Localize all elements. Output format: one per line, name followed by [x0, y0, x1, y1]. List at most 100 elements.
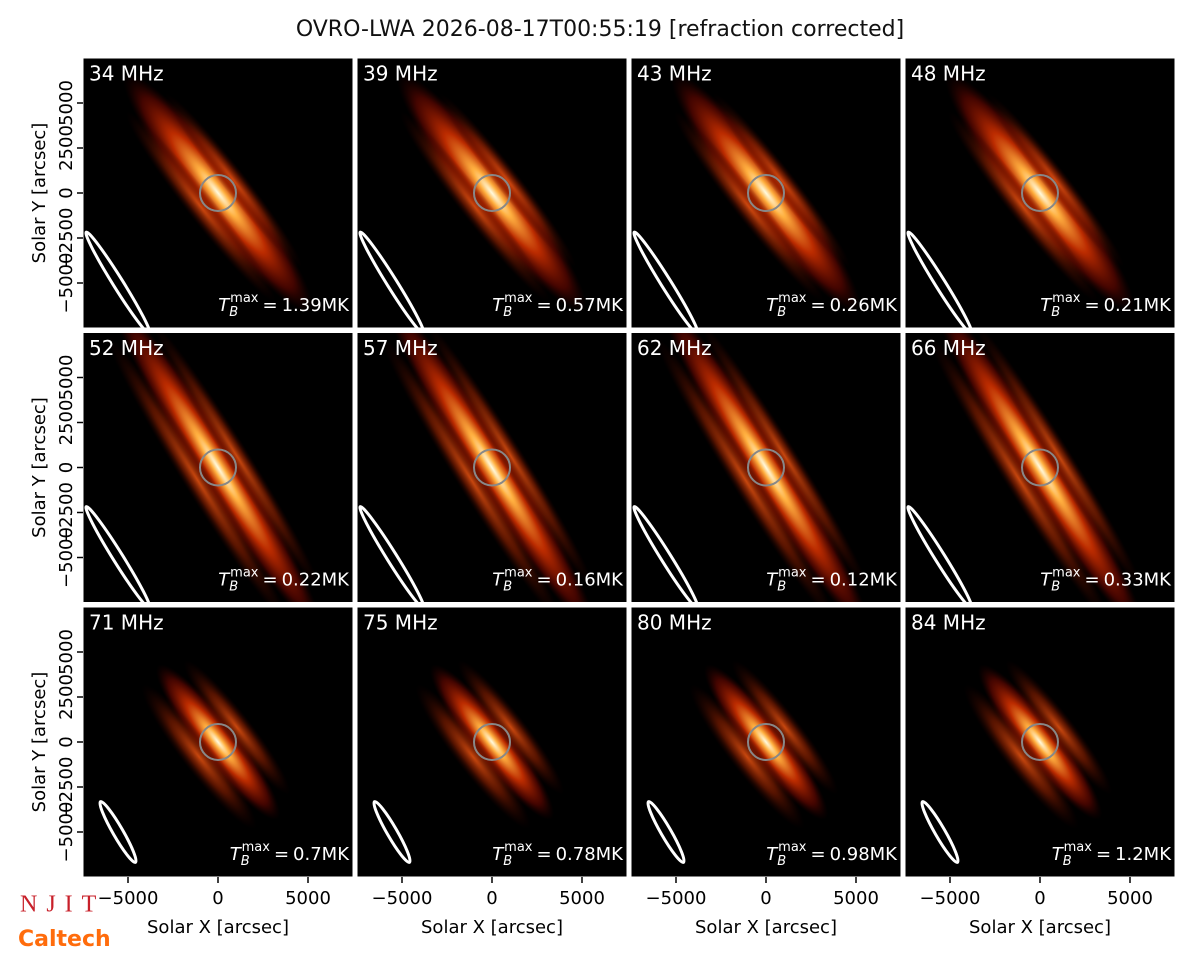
emission: [358, 73, 587, 328]
emission-blob: [1005, 660, 1113, 795]
tmax-sub: B: [503, 305, 512, 320]
emission-blob: [673, 111, 824, 302]
tmax-sub: B: [229, 579, 238, 594]
tmax-value: 0.16MK: [556, 570, 625, 591]
emission-blob: [155, 664, 281, 820]
tmax-symbol: T: [1040, 295, 1053, 316]
x-tick-label: 5000: [833, 888, 879, 909]
tmax-sup: max: [1052, 291, 1081, 306]
x-axis-label: Solar X [arcsec]: [695, 917, 837, 938]
solar-disk: [1021, 174, 1059, 212]
beam: [84, 230, 152, 328]
tmax-sup: max: [778, 565, 807, 580]
tmax-value: 1.2MK: [1115, 844, 1172, 865]
emission-rot: [141, 660, 291, 830]
y-tick-label: 2500: [56, 674, 77, 720]
panel-frame: [630, 332, 902, 603]
tmax-symbol: T: [218, 295, 231, 316]
tmax-value: 0.57MK: [556, 295, 625, 316]
emission-rot: [963, 660, 1113, 830]
tmax-label: TBmax = 0.7MK: [230, 840, 351, 869]
x-tick-label: 5000: [1107, 888, 1153, 909]
x-axis-label: Solar X [arcsec]: [147, 917, 289, 938]
emission-blob: [457, 660, 565, 795]
tmax-label: TBmax = 0.21MK: [1040, 291, 1172, 320]
tmax-sep: =: [810, 295, 825, 316]
y-tick-label: −2500: [56, 482, 77, 543]
solar-disk: [199, 723, 237, 761]
emission-blob: [123, 73, 313, 313]
tmax-sep: =: [274, 844, 289, 865]
emission: [84, 73, 313, 328]
tmax-label: TBmax = 0.78MK: [492, 840, 624, 869]
solar-disk: [199, 448, 237, 487]
emission-blob: [934, 332, 1146, 603]
freq-label: 34 MHz: [89, 62, 164, 86]
tmax-sep: =: [536, 844, 551, 865]
emission-blob: [975, 332, 1142, 589]
emission: [358, 332, 598, 603]
solar-disk: [747, 723, 785, 761]
beam: [632, 230, 700, 328]
beam: [646, 800, 686, 864]
x-tick-label: 5000: [559, 888, 605, 909]
tmax-sup: max: [504, 565, 533, 580]
y-tick-label: 5000: [56, 355, 77, 401]
x-tick-label: −5000: [920, 888, 981, 909]
emission-blob: [381, 336, 562, 603]
solar-disk: [747, 448, 785, 487]
tmax-symbol: T: [492, 570, 505, 591]
x-tick-label: 0: [486, 888, 497, 909]
tmax-sup: max: [1064, 840, 1093, 855]
emission-rot: [397, 73, 587, 313]
tmax-sup: max: [504, 291, 533, 306]
tmax-value: 0.22MK: [282, 570, 351, 591]
freq-label: 66 MHz: [911, 336, 986, 360]
title: OVRO-LWA 2026-08-17T00:55:19 [refraction…: [296, 17, 904, 42]
emission-blob: [947, 111, 1098, 302]
emission: [98, 660, 291, 864]
tmax-sup: max: [1052, 565, 1081, 580]
tmax-sub: B: [503, 579, 512, 594]
freq-label: 80 MHz: [637, 611, 712, 635]
emission-rot: [671, 73, 861, 313]
emission: [84, 332, 324, 603]
emission-rot: [107, 332, 324, 603]
emission-blob: [713, 93, 851, 268]
beam: [84, 505, 152, 603]
x-tick-label: 0: [760, 888, 771, 909]
tmax-symbol: T: [1052, 844, 1065, 865]
beam: [98, 800, 138, 864]
freq-label: 75 MHz: [363, 611, 438, 635]
beam: [920, 800, 960, 864]
emission-blob: [945, 73, 1135, 313]
tmax-value: 0.12MK: [830, 570, 899, 591]
tmax-value: 0.78MK: [556, 844, 625, 865]
tmax-sep: =: [1096, 844, 1111, 865]
tmax-sep: =: [1084, 295, 1099, 316]
tmax-value: 1.39MK: [282, 295, 351, 316]
emission-blob: [183, 660, 291, 795]
emission-blob: [703, 664, 829, 820]
panel-frame: [356, 57, 628, 329]
tmax-symbol: T: [492, 844, 505, 865]
freq-label: 62 MHz: [637, 336, 712, 360]
panel-frame: [630, 57, 902, 329]
tmax-sep: =: [810, 570, 825, 591]
tmax-value: 0.21MK: [1104, 295, 1173, 316]
emission-rot: [415, 660, 565, 830]
tmax-sub: B: [229, 305, 238, 320]
emission-blob: [439, 93, 577, 268]
emission: [632, 73, 861, 328]
y-axis-label: Solar Y [arcsec]: [29, 397, 50, 538]
emission-rot: [655, 332, 872, 603]
emission-blob: [153, 332, 320, 589]
x-axis-label: Solar X [arcsec]: [421, 917, 563, 938]
tmax-sep: =: [536, 295, 551, 316]
y-tick-label: 5000: [56, 80, 77, 126]
beam: [906, 505, 974, 603]
emission: [906, 73, 1135, 328]
emission-blob: [107, 336, 288, 603]
tmax-sep: =: [536, 570, 551, 591]
emission-blob: [112, 332, 324, 603]
